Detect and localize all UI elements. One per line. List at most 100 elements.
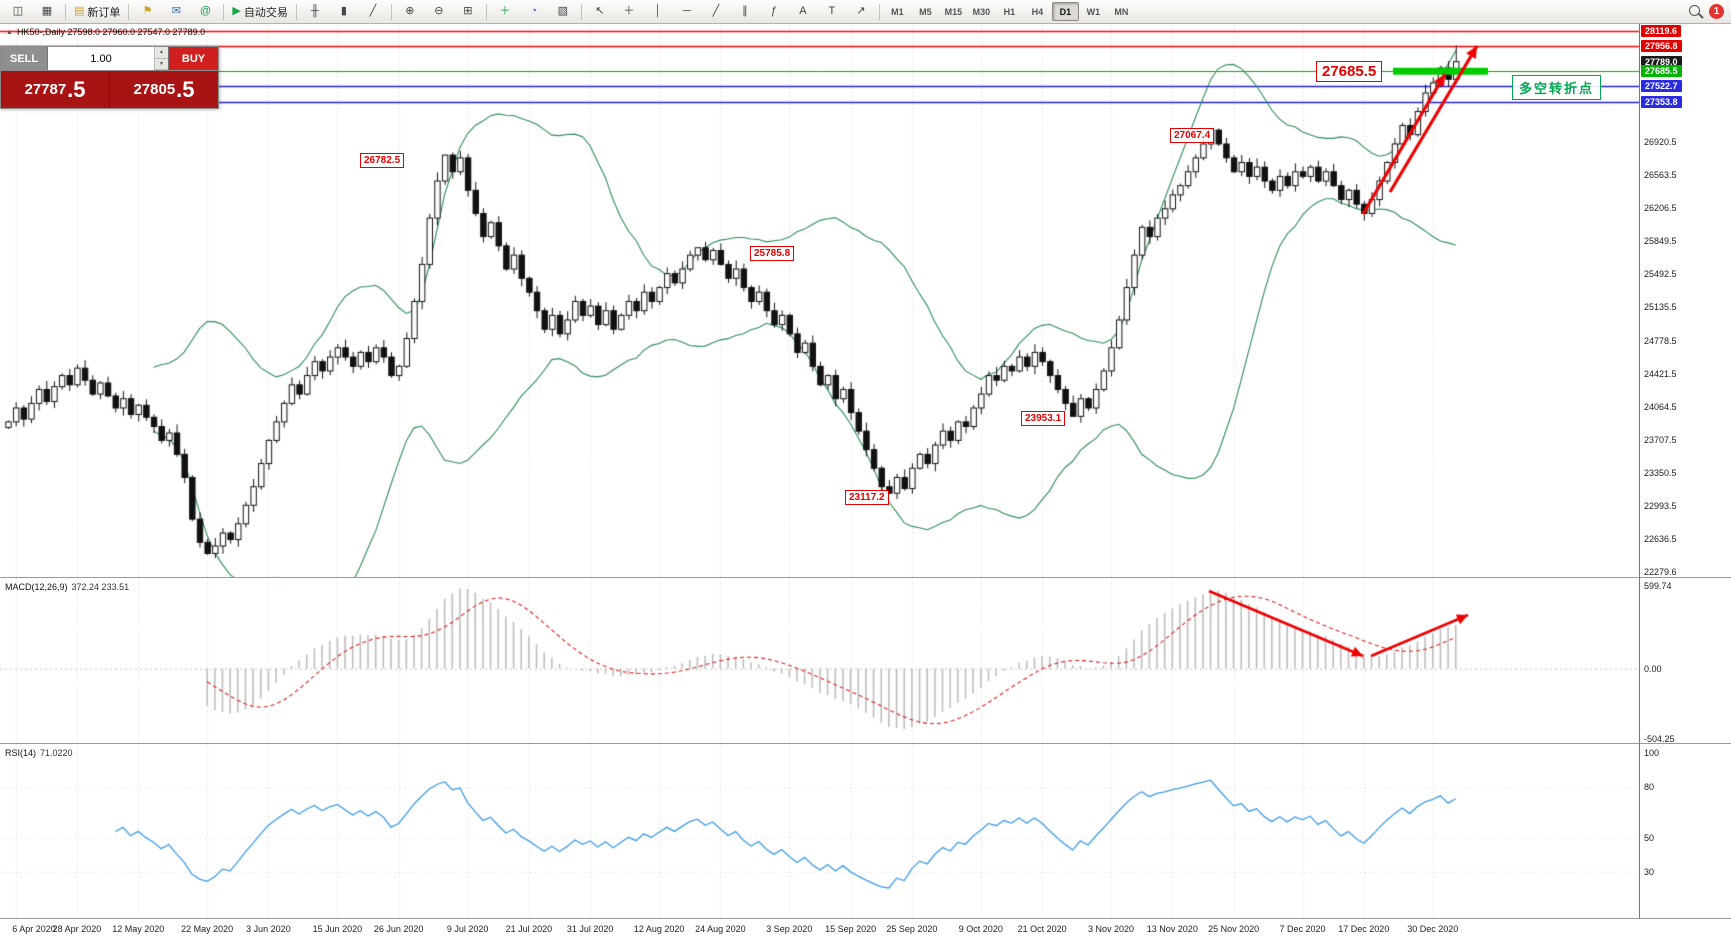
time-axis-label: 6 Apr 2020 [12,924,56,934]
arrows-icon[interactable]: ↗ [847,1,875,22]
autotrading-button: ▶ [232,5,241,17]
time-axis-label: 3 Nov 2020 [1088,924,1135,934]
price-axis-label: 26563.5 [1644,170,1677,181]
time-axis-label: 15 Sep 2020 [825,924,877,934]
toolbar-separator [295,3,297,20]
macd-panel-canvas[interactable] [0,578,1639,744]
price-tag: 27789.0 [1641,55,1682,68]
mailbox-icon: ✉ [171,5,182,17]
price-annotation[interactable]: 23117.2 [845,490,889,505]
horizontal-line-icon[interactable]: ─ [673,1,701,22]
candlestick-chart-icon[interactable]: ▮ [330,1,358,22]
price-axis-border [1639,24,1640,918]
charts-tile-icon: ◫ [12,5,24,17]
time-axis-label: 25 Sep 2020 [886,924,938,934]
price-annotation[interactable]: 25785.8 [750,246,795,261]
tile-windows-icon[interactable]: ⊞ [454,1,482,22]
spinner-down-icon[interactable]: ▼ [155,58,168,70]
sell-button[interactable]: SELL [1,47,48,70]
cursor-icon[interactable]: ↖ [586,1,614,22]
time-axis-label: 15 Jun 2020 [312,924,363,934]
line-chart-icon: ╱ [369,5,377,17]
template-icon: ▧ [557,5,569,17]
price-tag: 27353.8 [1641,95,1682,108]
timeframe-m15[interactable]: M15 [944,6,963,17]
panel-separator [0,743,1731,744]
alert-flag-icon: ⚑ [142,5,153,17]
timeframe-h1[interactable]: H1 [1003,6,1016,17]
turning-point-label[interactable]: 多空转折点 [1512,75,1602,100]
timeframe-h4[interactable]: H4 [1031,6,1044,17]
alert-flag-icon[interactable]: ⚑ [133,1,161,22]
toolbar-separator [223,3,225,20]
autotrading-button[interactable]: ▶ 自动交易 [228,1,291,22]
time-axis-label: 3 Sep 2020 [766,924,813,934]
time-axis-label: 25 Nov 2020 [1208,924,1260,934]
mailbox-icon[interactable]: ✉ [162,1,190,22]
search-icon[interactable] [1689,5,1700,16]
zoom-out-icon: ⊖ [434,5,444,17]
one-click-panel-toggle[interactable]: ▲ [6,28,13,36]
market-icon[interactable]: @ [191,1,219,22]
toolbar-separator [65,3,66,20]
crosshair-icon: ＋ [623,5,635,17]
zoom-in-icon[interactable]: ⊕ [396,1,424,22]
price-axis-label: 23707.5 [1644,434,1677,445]
spinner-up-icon[interactable]: ▲ [155,47,168,59]
line-chart-icon[interactable]: ╱ [359,1,387,22]
charts-tile-icon[interactable]: ◫ [4,1,32,22]
bar-chart-icon[interactable]: ╫ [301,1,329,22]
toolbar-separator [485,3,487,20]
template-icon[interactable]: ▧ [549,1,577,22]
price-annotation[interactable]: 26782.5 [360,153,405,168]
timeframe-m5[interactable]: M5 [919,6,932,17]
price-annotation[interactable]: 27067.4 [1170,128,1215,143]
main-chart-canvas[interactable] [0,24,1639,578]
notification-badge[interactable]: 1 [1709,4,1724,19]
timeframe-d1[interactable]: D1 [1051,2,1079,21]
trendline-icon[interactable]: ╱ [702,1,730,22]
sell-price[interactable]: 27787.5 [1,71,110,108]
zoom-in-icon: ⊕ [405,5,415,17]
macd-indicator-label: MACD(12,26,9) 372.24 233.51 [5,582,130,592]
add-indicator-icon: ＋ [499,5,511,17]
rsi-scale-label: 30 [1644,867,1655,877]
text-icon: A [799,5,807,17]
price-tag: 27956.8 [1641,40,1682,53]
add-indicator-icon[interactable]: ＋ [491,1,519,22]
timeframe-m30[interactable]: M30 [972,6,991,17]
period-icon[interactable]: ◔ [520,1,548,22]
text-icon[interactable]: A [789,1,817,22]
period-icon: ◔ [530,5,538,17]
timeframe-w1[interactable]: W1 [1086,6,1101,17]
channel-icon[interactable]: ∥ [731,1,759,22]
buy-price[interactable]: 27805.5 [110,71,218,108]
new-order-button-label: 新订单 [87,6,121,19]
key-level-annotation[interactable]: 27685.5 [1316,61,1383,82]
vertical-line-icon: │ [654,5,662,17]
volume-spinner[interactable]: ▲ ▼ [154,47,168,70]
time-axis-label: 24 Aug 2020 [695,924,746,934]
time-axis: 6 Apr 2020 28 Apr 2020 12 May 2020 22 May 2… [0,918,1731,946]
chart-profile-icon[interactable]: ▦ [33,1,61,22]
price-axis-label: 25492.5 [1644,269,1677,280]
timeframe-mn[interactable]: MN [1114,6,1129,17]
macd-scale-label: -504.25 [1644,733,1675,744]
rsi-panel-canvas[interactable] [0,744,1639,918]
label-icon[interactable]: T [818,1,846,22]
candlestick-chart-icon: ▮ [340,5,347,17]
price-annotation[interactable]: 23953.1 [1021,411,1066,426]
market-icon: @ [199,5,211,17]
timeframe-m1[interactable]: M1 [891,6,904,17]
price-tag: 27685.5 [1641,65,1682,78]
chart-profile-icon: ▦ [41,5,53,17]
crosshair-icon[interactable]: ＋ [615,1,643,22]
volume-input[interactable] [48,47,154,70]
vertical-line-icon[interactable]: │ [644,1,672,22]
fibonacci-icon[interactable]: ƒ [760,1,788,22]
new-order-button[interactable]: ▤ 新订单 [70,1,124,22]
ohlc-info: HK50-,Daily 27598.0 27960.0 27547.0 2778… [16,27,206,37]
buy-button[interactable]: BUY [168,47,218,70]
zoom-out-icon[interactable]: ⊖ [425,1,453,22]
